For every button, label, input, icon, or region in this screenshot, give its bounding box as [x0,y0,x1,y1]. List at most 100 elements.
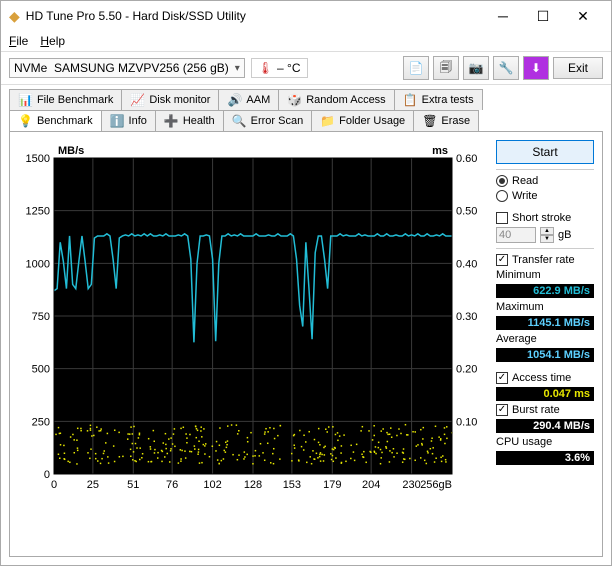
svg-text:76: 76 [166,479,178,491]
svg-text:1250: 1250 [26,206,50,218]
tab-disk-monitor[interactable]: 📈 Disk monitor [121,89,219,110]
error-scan-icon: 🔍 [232,114,247,128]
svg-text:0.40: 0.40 [456,258,477,270]
tab-folder-usage[interactable]: 📁 Folder Usage [311,110,414,131]
drive-model: SAMSUNG MZVPV256 (256 gB) [54,61,229,75]
health-icon: ➕ [164,114,179,128]
tab-label: Health [183,115,215,127]
tab-label: Random Access [306,94,385,106]
svg-text:256gB: 256gB [420,479,452,491]
transfer-rate-check[interactable]: ✓Transfer rate [496,254,594,266]
tab-error-scan[interactable]: 🔍 Error Scan [223,110,313,131]
access-time-check[interactable]: ✓Access time [496,372,594,384]
tab-label: AAM [246,94,270,106]
svg-text:750: 750 [32,311,50,323]
menubar: File Help [1,31,611,51]
avg-label: Average [496,333,594,345]
min-label: Minimum [496,269,594,281]
save-button[interactable]: ⬇ [523,56,549,80]
burst-rate-check[interactable]: ✓Burst rate [496,404,594,416]
benchmark-chart: 02505007501000125015000.100.200.300.400.… [18,140,488,500]
svg-text:0: 0 [44,469,50,481]
tabs: 📊 File Benchmark 📈 Disk monitor 🔊 AAM 🎲 Random … [1,85,611,131]
tab-random-access[interactable]: 🎲 Random Access [278,89,394,110]
temperature-value: – °C [277,61,300,75]
short-stroke-input[interactable] [496,227,536,243]
cpu-value: 3.6% [496,451,594,465]
svg-text:179: 179 [323,479,341,491]
access-value: 0.047 ms [496,387,594,401]
aam-icon: 🔊 [227,93,242,107]
svg-text:ms: ms [432,145,448,157]
chevron-down-icon[interactable]: ▾ [235,63,240,74]
window-title: HD Tune Pro 5.50 - Hard Disk/SSD Utility [26,9,246,23]
svg-text:128: 128 [244,479,262,491]
svg-text:0.20: 0.20 [456,364,477,376]
drive-prefix: NVMe [14,61,47,75]
side-panel: Start Read Write Short stroke ▲▼ gB ✓Tra… [496,140,594,548]
short-stroke-unit: gB [558,229,571,241]
folder-usage-icon: 📁 [320,114,335,128]
tab-label: Erase [441,115,470,127]
spin-buttons[interactable]: ▲▼ [540,227,554,243]
copy-info-button[interactable]: 📄 [403,56,429,80]
close-button[interactable]: ✕ [563,2,603,30]
drive-select[interactable]: NVMe SAMSUNG MZVPV256 (256 gB) ▾ [9,58,245,78]
burst-value: 290.4 MB/s [496,419,594,433]
svg-text:500: 500 [32,364,50,376]
svg-text:250: 250 [32,416,50,428]
tab-label: File Benchmark [37,94,113,106]
tab-label: Extra tests [422,94,474,106]
svg-text:25: 25 [87,479,99,491]
minimize-button[interactable]: ─ [483,2,523,30]
tab-aam[interactable]: 🔊 AAM [218,89,279,110]
menu-file[interactable]: File [9,34,28,48]
tab-benchmark[interactable]: 💡Benchmark [9,110,102,131]
tab-label: Disk monitor [149,94,210,106]
random-access-icon: 🎲 [287,93,302,107]
tab-label: Error Scan [251,115,304,127]
start-button[interactable]: Start [496,140,594,164]
svg-text:MB/s: MB/s [58,145,84,157]
tab-extra-tests[interactable]: 📋 Extra tests [394,89,483,110]
svg-text:230: 230 [402,479,420,491]
cpu-label: CPU usage [496,436,594,448]
svg-text:204: 204 [362,479,380,491]
file-benchmark-icon: 📊 [18,93,33,107]
menu-help[interactable]: Help [40,34,65,48]
tab-file-benchmark[interactable]: 📊 File Benchmark [9,89,122,110]
options-button[interactable]: 🔧 [493,56,519,80]
tab-label: Benchmark [37,115,93,127]
tab-erase[interactable]: 🗑 Erase [413,110,479,131]
toolbar: NVMe SAMSUNG MZVPV256 (256 gB) ▾ 🌡 – °C … [1,51,611,85]
info-icon: ℹ️ [110,114,125,128]
svg-text:1500: 1500 [26,153,50,165]
short-stroke-check[interactable]: Short stroke [496,212,594,224]
erase-icon: 🗑 [422,114,437,128]
tab-info[interactable]: ℹ️ Info [101,110,156,131]
disk-monitor-icon: 📈 [130,93,145,107]
read-radio[interactable]: Read [496,175,594,187]
app-icon: ◆ [9,8,20,25]
svg-text:0.10: 0.10 [456,416,477,428]
tab-label: Folder Usage [339,115,405,127]
svg-text:0: 0 [51,479,57,491]
screenshot-button[interactable]: 📷 [463,56,489,80]
svg-text:0.50: 0.50 [456,206,477,218]
app-window: ◆ HD Tune Pro 5.50 - Hard Disk/SSD Utili… [0,0,612,566]
maximize-button[interactable]: ☐ [523,2,563,30]
svg-text:102: 102 [203,479,221,491]
extra-tests-icon: 📋 [403,93,418,107]
copy-screenshot-button[interactable]: 🗐 [433,56,459,80]
svg-text:0.60: 0.60 [456,153,477,165]
titlebar: ◆ HD Tune Pro 5.50 - Hard Disk/SSD Utili… [1,1,611,31]
thermometer-icon: 🌡 [258,61,273,75]
tab-health[interactable]: ➕ Health [155,110,224,131]
write-radio[interactable]: Write [496,190,594,202]
short-stroke-value: ▲▼ gB [496,227,594,243]
tab-label: Info [129,115,147,127]
exit-button[interactable]: Exit [553,57,603,79]
svg-text:0.30: 0.30 [456,311,477,323]
avg-value: 1054.1 MB/s [496,348,594,362]
svg-text:51: 51 [127,479,139,491]
